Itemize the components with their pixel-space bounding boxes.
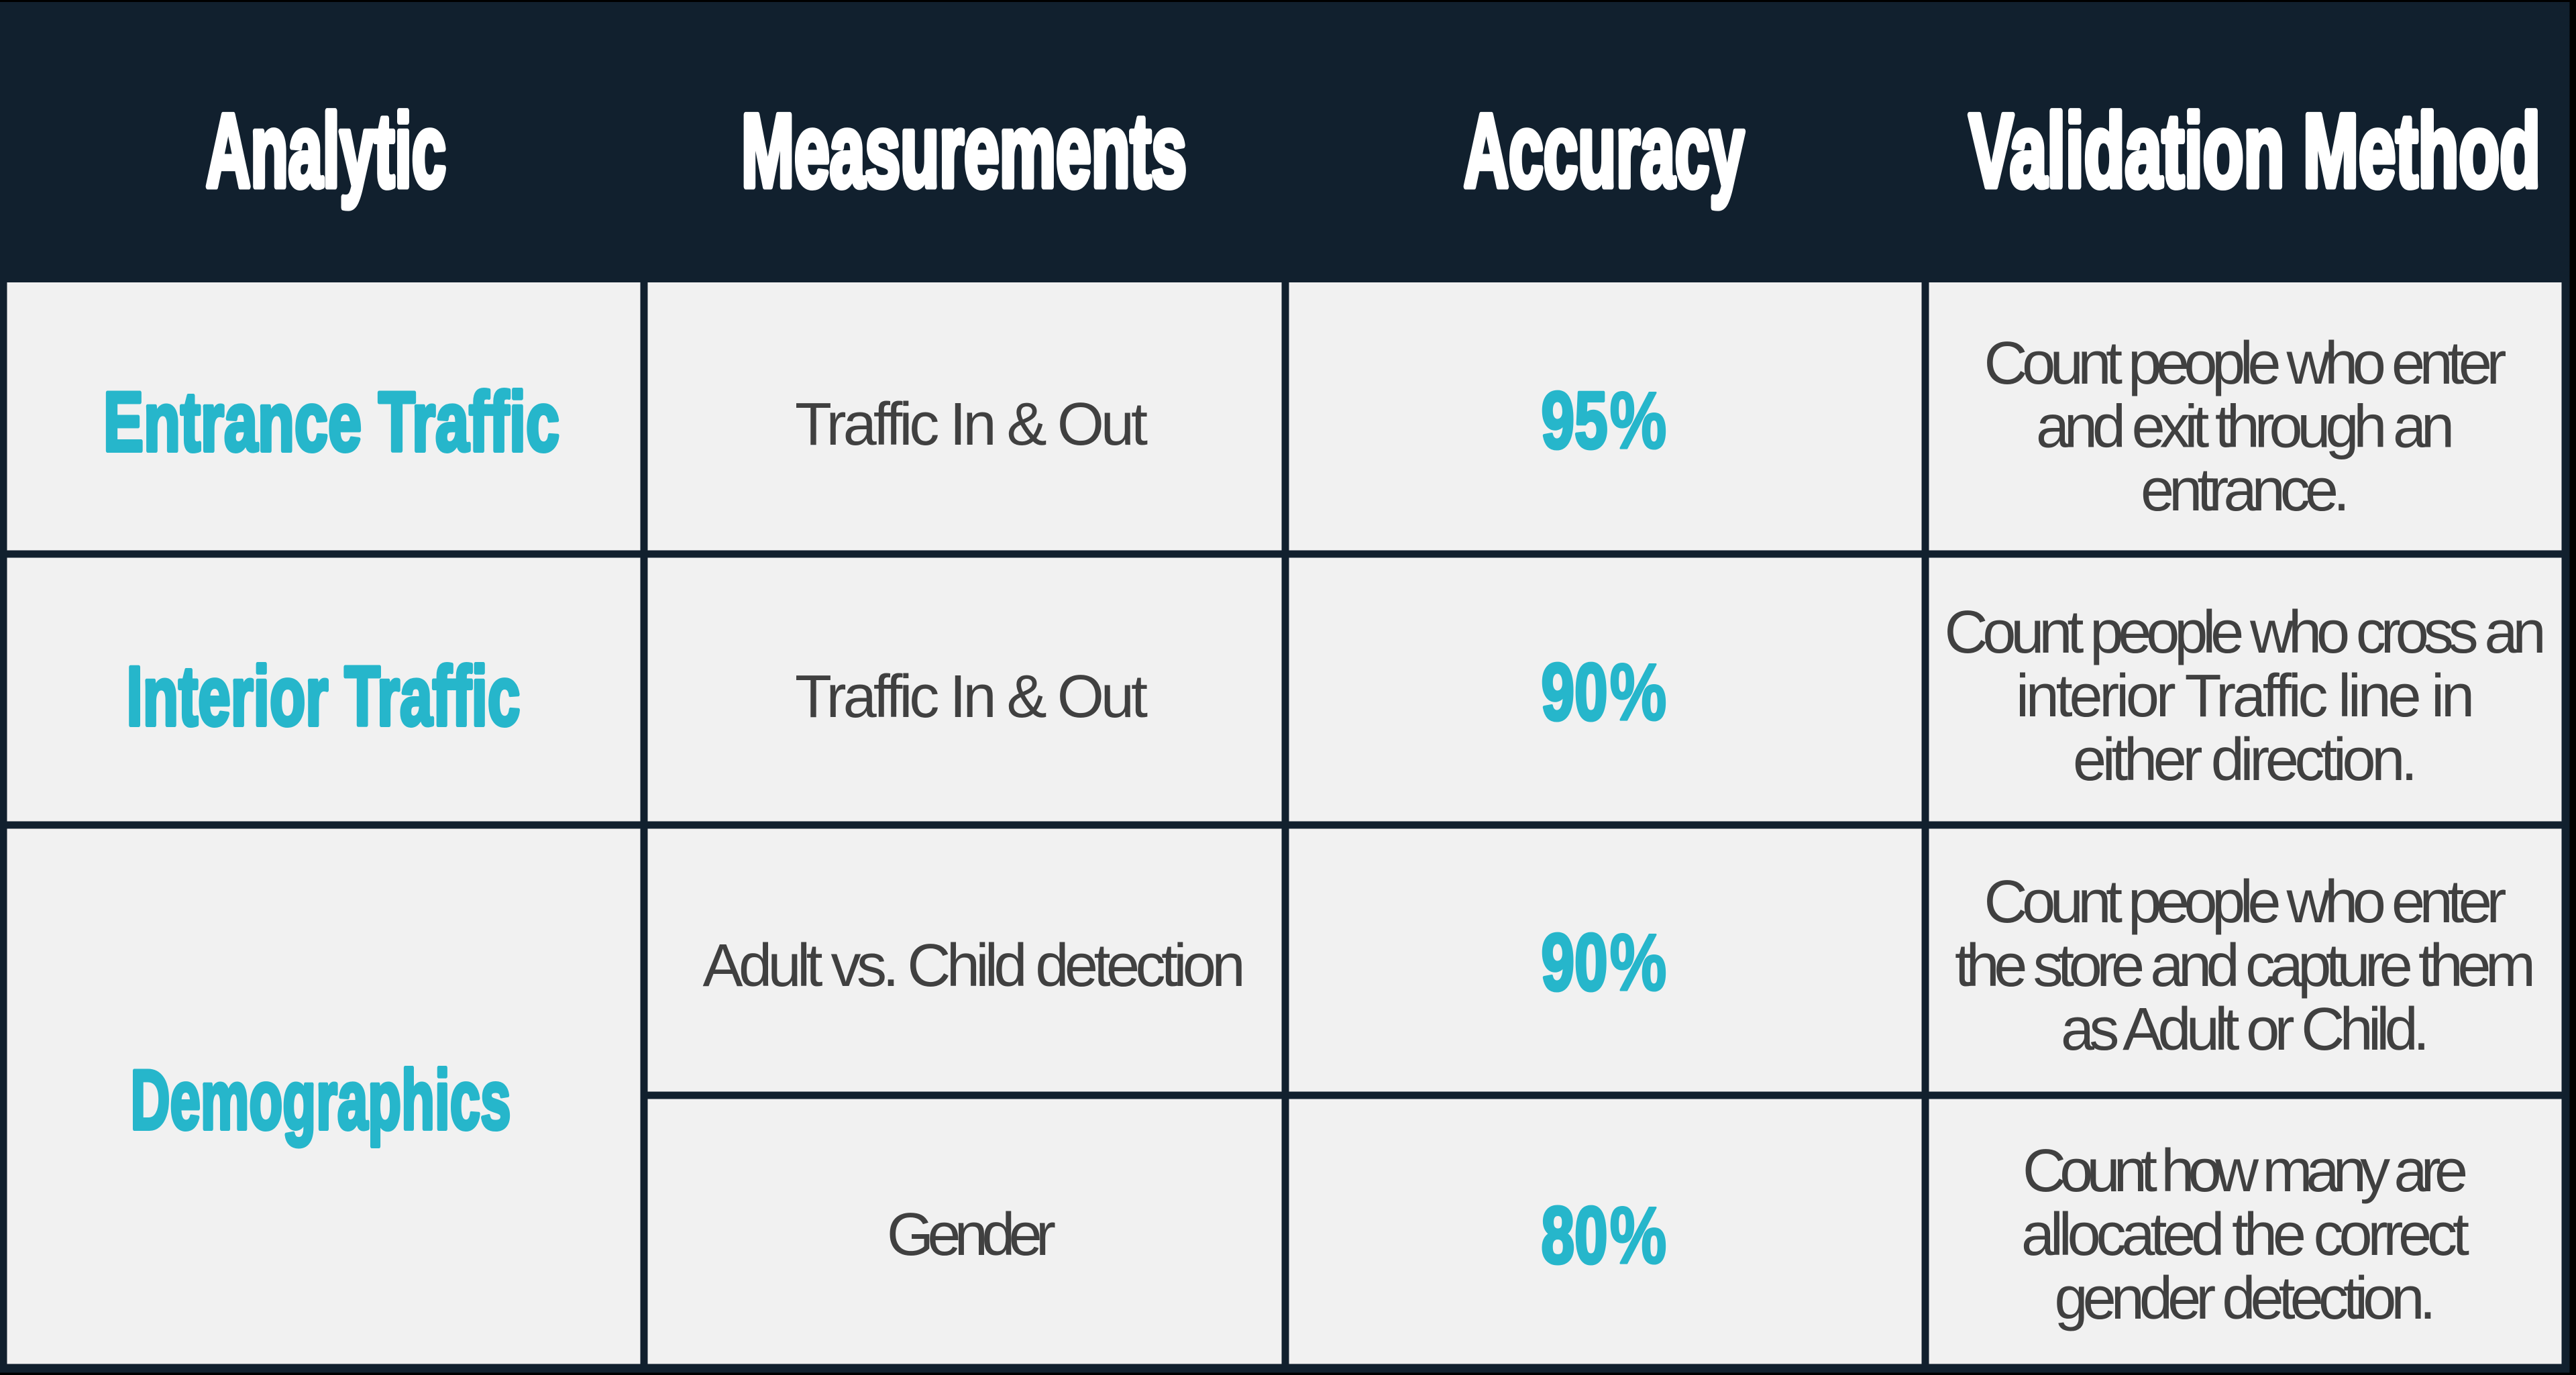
svg-text:Demographics: Demographics [131,1054,511,1147]
svg-text:Analytic: Analytic [206,93,446,209]
svg-text:Validation Method: Validation Method [1969,93,2540,209]
svg-text:Count people who enter: Count people who enter [1984,330,2507,397]
svg-text:Accuracy: Accuracy [1464,93,1744,209]
svg-text:%: % [1610,647,1667,737]
svg-text:interior Traffic line in: interior Traffic line in [2016,663,2475,730]
svg-text:%: % [1610,376,1667,465]
svg-text:Count people who enter: Count people who enter [1984,869,2507,936]
svg-text:the store and capture them: the store and capture them [1955,932,2536,999]
svg-text:Measurements: Measurements [741,93,1187,209]
svg-text:Traffic In & Out: Traffic In & Out [795,663,1148,730]
svg-text:90: 90 [1542,647,1608,737]
svg-text:%: % [1610,1191,1667,1280]
svg-text:entrance.: entrance. [2141,457,2350,524]
svg-text:%: % [1610,918,1667,1007]
svg-text:Count people who cross an: Count people who cross an [1945,599,2546,666]
svg-text:Gender: Gender [887,1201,1056,1268]
svg-text:90: 90 [1542,918,1608,1007]
svg-text:Adult vs. Child detection: Adult vs. Child detection [703,932,1246,999]
svg-text:allocated the correct: allocated the correct [2021,1201,2469,1268]
svg-text:Traffic In & Out: Traffic In & Out [795,391,1148,458]
svg-text:Entrance Traffic: Entrance Traffic [103,376,559,469]
svg-text:as Adult or Child.: as Adult or Child. [2061,996,2430,1063]
svg-text:Interior Traffic: Interior Traffic [127,650,521,743]
svg-text:Count how many are: Count how many are [2023,1138,2468,1205]
svg-text:80: 80 [1542,1191,1608,1280]
svg-text:and exit through an: and exit through an [2036,394,2455,461]
svg-text:either direction.: either direction. [2073,726,2418,793]
svg-text:gender detection.: gender detection. [2055,1265,2436,1332]
svg-text:95: 95 [1542,376,1608,465]
